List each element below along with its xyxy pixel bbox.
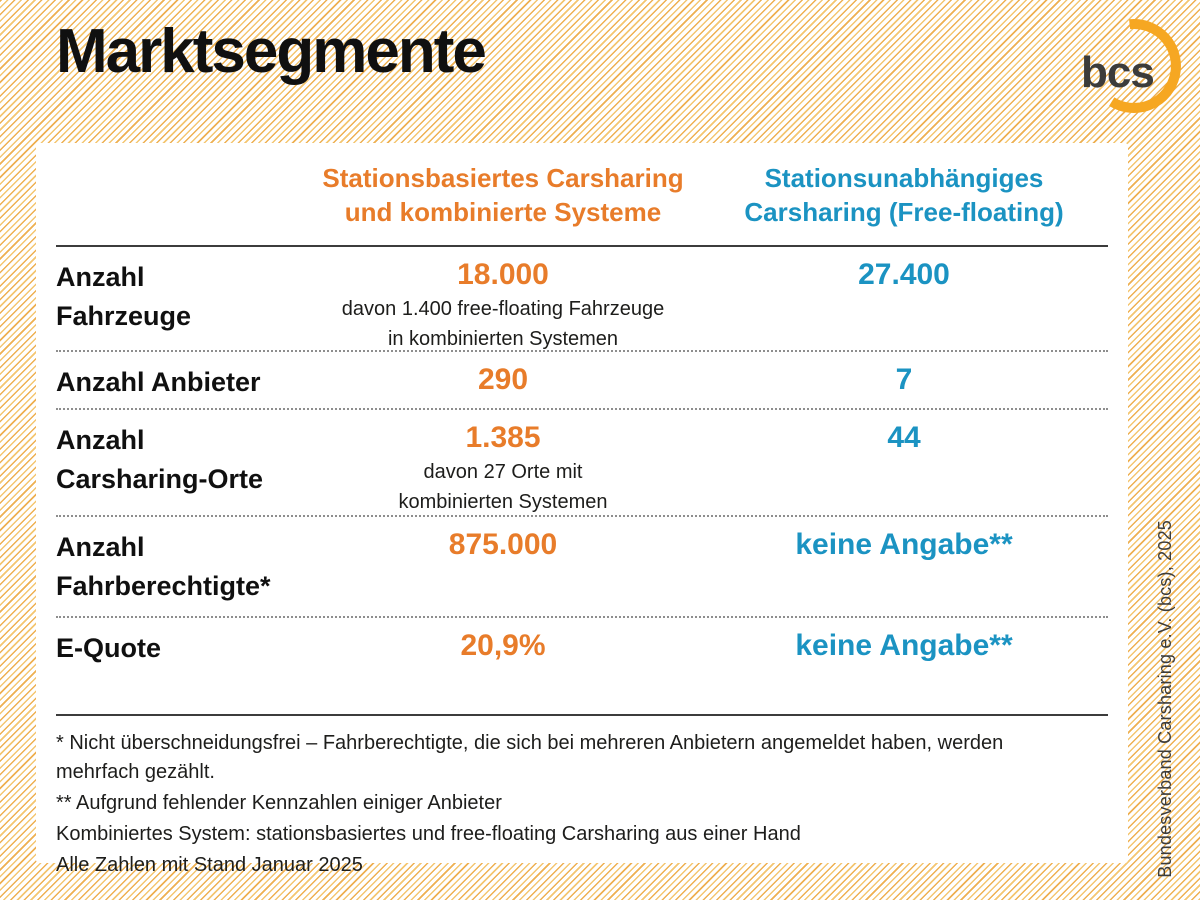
row-label: Anzahl Anbieter xyxy=(56,367,261,397)
value-blue: keine Angabe** xyxy=(795,528,1013,561)
table-header-row: Stationsbasiertes Carsharing und kombini… xyxy=(56,143,1108,247)
table-row-carsharing-orte: Anzahl Carsharing-Orte 1.385 davon 27 Or… xyxy=(56,410,1108,517)
bcs-logo-arc-icon xyxy=(1109,18,1181,113)
cell-freefloating: 44 xyxy=(700,410,1108,516)
row-label: Anzahl Fahrzeuge xyxy=(56,262,192,332)
table-row-anbieter: Anzahl Anbieter 290 7 xyxy=(56,352,1108,410)
cell-stationsbasiert: 875.000 xyxy=(306,517,700,616)
footnotes: * Nicht überschneidungsfrei – Fahrberech… xyxy=(56,716,1108,880)
bcs-logo-text: bcs xyxy=(1081,48,1155,97)
value-subtext: davon 1.400 free-floating Fahrzeuge xyxy=(341,297,665,320)
table-row-fahrberechtigte: Anzahl Fahrberechtigte* 875.000 keine An… xyxy=(56,517,1108,618)
cell-freefloating: 7 xyxy=(700,352,1108,408)
value-blue: 44 xyxy=(887,421,921,454)
footnote-combined-system: Kombiniertes System: stationsbasiertes u… xyxy=(56,823,801,845)
cell-freefloating: keine Angabe** xyxy=(700,517,1108,616)
table-row-e-quote: E-Quote 20,9% keine Angabe** xyxy=(56,618,1108,716)
value-blue: 27.400 xyxy=(858,258,950,291)
value-orange: 18.000 xyxy=(457,258,549,291)
data-table-panel: Stationsbasiertes Carsharing und kombini… xyxy=(36,143,1128,876)
value-orange: 20,9% xyxy=(460,629,546,662)
table-row-fahrzeuge: Anzahl Fahrzeuge 18.000 davon 1.400 free… xyxy=(56,247,1108,352)
value-blue: 7 xyxy=(895,363,913,396)
cell-stationsbasiert: 1.385 davon 27 Orte mit kombinierten Sys… xyxy=(306,410,700,516)
column-header-freefloating: Stationsunabhängiges Carsharing (Free-fl… xyxy=(744,163,1064,228)
cell-freefloating: keine Angabe** xyxy=(700,618,1108,714)
value-orange: 1.385 xyxy=(465,421,541,454)
value-orange: 290 xyxy=(477,363,529,396)
cell-stationsbasiert: 290 xyxy=(306,352,700,408)
footnote-missing-data: ** Aufgrund fehlender Kennzahlen einiger… xyxy=(56,792,502,814)
row-label: E-Quote xyxy=(56,633,161,663)
value-blue: keine Angabe** xyxy=(795,629,1013,662)
page-title: Marktsegmente xyxy=(56,17,487,86)
value-subtext: in kombinierten Systemen xyxy=(387,327,619,350)
value-subtext: kombinierten Systemen xyxy=(398,490,608,513)
row-label: Anzahl Fahrberechtigte* xyxy=(56,532,271,602)
footnote-overlap: * Nicht überschneidungsfrei – Fahrberech… xyxy=(56,732,1004,783)
cell-stationsbasiert: 20,9% xyxy=(306,618,700,714)
value-subtext: davon 27 Orte mit xyxy=(423,460,583,483)
bcs-logo: bcs xyxy=(1080,12,1192,124)
cell-freefloating: 27.400 xyxy=(700,247,1108,353)
row-label: Anzahl Carsharing-Orte xyxy=(56,425,264,495)
header-empty-cell xyxy=(56,161,306,245)
cell-stationsbasiert: 18.000 davon 1.400 free-floating Fahrzeu… xyxy=(306,247,700,353)
value-orange: 875.000 xyxy=(448,528,558,561)
column-header-stationsbasiert: Stationsbasiertes Carsharing und kombini… xyxy=(322,163,684,228)
source-attribution: Bundesverband Carsharing e.V. (bcs), 202… xyxy=(1155,520,1175,878)
footnote-date: Alle Zahlen mit Stand Januar 2025 xyxy=(56,854,363,876)
